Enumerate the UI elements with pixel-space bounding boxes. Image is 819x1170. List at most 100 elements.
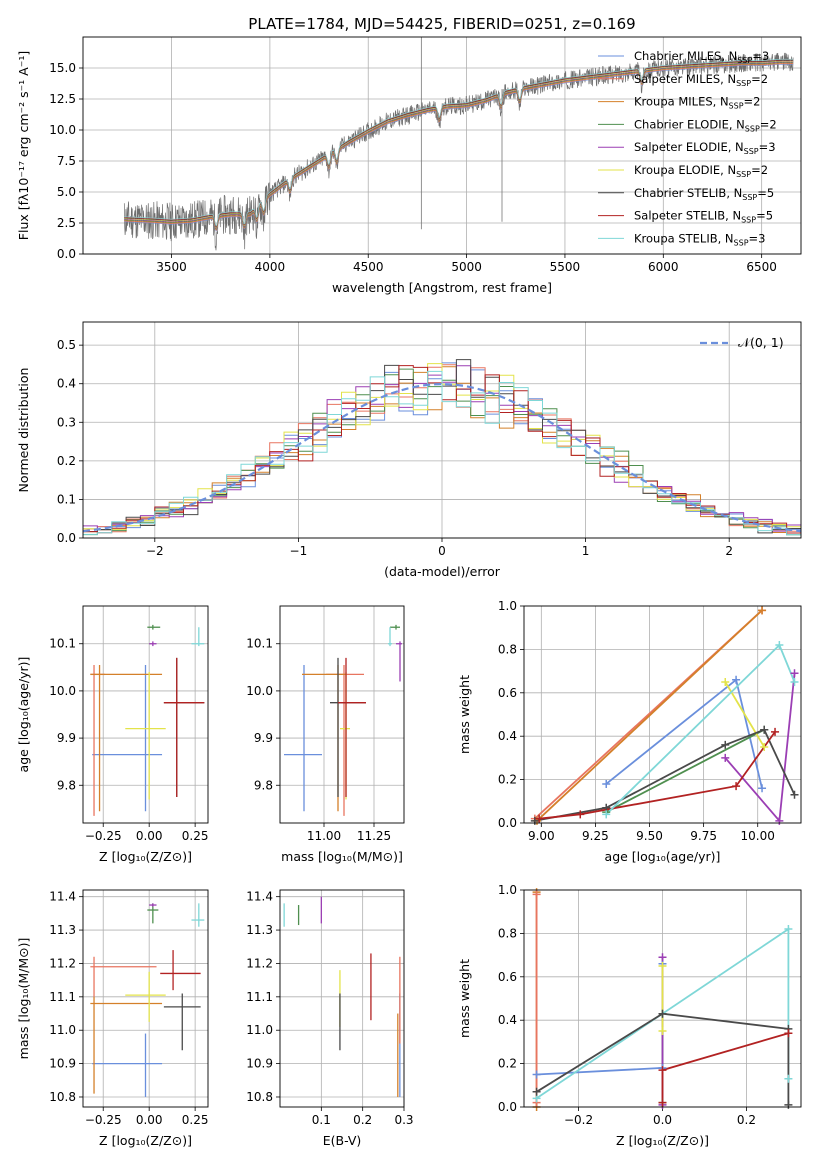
mass-vs-ebv-ytick-label: 10.9 <box>246 1057 273 1071</box>
mass-vs-ebv-xtick-label: 0.3 <box>394 1113 413 1127</box>
legend-label-text: Chabrier STELIB, N <box>634 186 742 200</box>
legend-label-sub: SSP <box>729 102 744 111</box>
weight-vs-age-marker-7 <box>576 810 585 819</box>
mass-vs-z-ytick-label: 11.3 <box>49 923 76 937</box>
residuals-xtick-label: 2 <box>725 544 733 558</box>
spectrum-xtick-label: 5500 <box>550 260 581 274</box>
age-vs-mass-ytick-label: 10.0 <box>246 684 273 698</box>
weight-vs-age-marker-4 <box>721 753 730 762</box>
weight-vs-age-frame <box>523 605 802 824</box>
legend-label-sub: SSP <box>744 147 759 156</box>
weight-vs-z-marker-5 <box>658 1027 667 1036</box>
weight-vs-z-marker-5 <box>658 961 667 970</box>
weight-vs-z-marker-8 <box>658 1098 667 1107</box>
weight-vs-z-marker-6 <box>784 1074 793 1083</box>
mass-vs-ebv-xtick-label: 0.2 <box>353 1113 372 1127</box>
spectrum-ytick-label: 12.5 <box>49 92 76 106</box>
weight-vs-age-series-3 <box>605 728 765 813</box>
mass-vs-z-xtick-label: 0.00 <box>136 1113 163 1127</box>
mass-vs-z-ytick-label: 11.4 <box>49 890 76 904</box>
weight-vs-z-xtick-label: 0.2 <box>737 1113 756 1127</box>
weight-vs-age-marker-5 <box>721 677 730 686</box>
mass-vs-z-frame <box>82 889 209 1108</box>
weight-vs-age-xtick-label: 9.25 <box>582 829 609 843</box>
weight-vs-z-marker-8 <box>658 1066 667 1075</box>
spectrum-ytick-label: 10.0 <box>49 123 76 137</box>
residuals-xtick-label: 1 <box>582 544 590 558</box>
weight-vs-age-marker-1 <box>758 606 767 615</box>
mass-vs-z-ytick-label: 11.0 <box>49 1023 76 1037</box>
residuals-ytick-label: 0.0 <box>57 531 76 545</box>
age-vs-z-panel: −0.25 0.00 0.25 9.8 9.9 10.0 10.1 Z [log₁₀(Z/Z⊙… <box>16 605 209 864</box>
weight-vs-age-ylabel: mass weight <box>457 675 472 754</box>
age-vs-mass-xlabel: mass [log₁₀(M/M⊙)] <box>281 849 403 864</box>
age-vs-mass-xtick-label: 11.00 <box>307 829 341 843</box>
age-vs-z-frame <box>82 605 209 824</box>
legend-label-suffix: =2 <box>751 72 768 86</box>
spectrum-title: PLATE=1784, MJD=54425, FIBERID=0251, z=0… <box>248 15 635 33</box>
model-line-0 <box>124 63 794 232</box>
weight-vs-z-ytick-label: 0.6 <box>498 970 517 984</box>
mass-vs-ebv-ytick-label: 11.0 <box>246 1023 273 1037</box>
mass-vs-ebv-ytick-label: 10.8 <box>246 1090 273 1104</box>
model-line-8 <box>124 58 794 227</box>
legend-label-suffix: =2 <box>760 117 777 131</box>
spectrum-xtick-label: 4000 <box>255 260 286 274</box>
weight-vs-z-series-7 <box>536 1012 790 1105</box>
age-vs-z-xlabel: Z [log₁₀(Z/Z⊙)] <box>99 849 192 864</box>
weight-vs-age-series-7 <box>539 731 776 820</box>
weight-vs-age-marker-5 <box>760 743 769 752</box>
weight-vs-age-marker-2 <box>602 779 611 788</box>
legend-label-8: Kroupa STELIB, NSSP=3 <box>634 231 765 247</box>
legend-label-text: Kroupa MILES, N <box>634 95 729 109</box>
spectrum-panel: 3500 4000 4500 5000 5500 6000 6500 0.0 2.5 5.0 7.5… <box>16 36 802 295</box>
legend-label-suffix: =3 <box>759 140 776 154</box>
mass-vs-z-xlabel: Z [log₁₀(Z/Z⊙)] <box>99 1133 192 1148</box>
legend-label-suffix: =5 <box>757 186 774 200</box>
legend-label-text: Kroupa ELODIE, N <box>634 163 736 177</box>
weight-vs-z-panel: −0.2 0.0 0.2 0.0 0.2 0.4 0.6 0.8 1.0 Z [log₁₀(Z/Z… <box>457 883 802 1148</box>
legend-label-text: Chabrier MILES, N <box>634 49 737 63</box>
legend-label-suffix: =3 <box>749 231 766 245</box>
legend-label-sub: SSP <box>742 193 757 202</box>
mass-vs-z-ytick-label: 10.8 <box>49 1090 76 1104</box>
hist-series-5 <box>83 363 801 538</box>
age-vs-mass-panel: 11.00 11.25 9.8 9.9 10.0 10.1 mass [log₁₀(M/M⊙… <box>246 605 405 864</box>
mass-vs-z-ytick-label: 10.9 <box>49 1057 76 1071</box>
legend-label-sub: SSP <box>745 124 760 133</box>
residuals-ytick-label: 0.1 <box>57 492 76 506</box>
weight-vs-age-marker-2 <box>758 784 767 793</box>
model-line-7 <box>124 59 794 228</box>
weight-vs-age-xtick-label: 9.00 <box>528 829 555 843</box>
mass-vs-z-ytick-label: 11.1 <box>49 990 76 1004</box>
spectrum-ytick-label: 7.5 <box>57 154 76 168</box>
legend-label-sub: SSP <box>737 56 752 65</box>
residuals-ytick-label: 0.3 <box>57 415 76 429</box>
residuals-ytick-label: 0.5 <box>57 338 76 352</box>
spectrum-ytick-label: 2.5 <box>57 216 76 230</box>
legend-label-suffix: =3 <box>752 49 769 63</box>
residuals-ylabel: Normed distribution <box>16 368 31 493</box>
residuals-plot-area <box>83 359 801 538</box>
spectrum-xtick-label: 4500 <box>353 260 384 274</box>
weight-vs-z-marker-7 <box>532 1087 541 1096</box>
weight-vs-z-marker-7 <box>658 1009 667 1018</box>
mass-vs-ebv-ytick-label: 11.4 <box>246 890 273 904</box>
weight-vs-age-panel: 9.00 9.25 9.50 9.75 10.00 0.0 0.2 0.4 0.6 0.8 1.0 a… <box>457 599 802 864</box>
weight-vs-age-marker-4 <box>790 669 799 678</box>
mass-vs-ebv-plot-area <box>283 896 401 1097</box>
weight-vs-z-ytick-label: 1.0 <box>498 883 517 897</box>
age-vs-z-ytick-label: 10.1 <box>49 637 76 651</box>
age-vs-z-xtick-label: 0.25 <box>182 829 209 843</box>
residuals-ytick-label: 0.4 <box>57 377 76 391</box>
weight-vs-age-ytick-label: 0.6 <box>498 686 517 700</box>
legend-label-text: Chabrier ELODIE, N <box>634 117 745 131</box>
weight-vs-z-marker-8 <box>784 1029 793 1038</box>
model-line-5 <box>124 60 794 229</box>
weight-vs-age-ytick-label: 0.2 <box>498 773 517 787</box>
mass-vs-ebv-xlabel: E(B-V) <box>323 1133 362 1148</box>
weight-vs-z-marker-1 <box>532 890 541 899</box>
legend-label-text: Kroupa STELIB, N <box>634 231 734 245</box>
mass-vs-z-ylabel: mass [log₁₀(M/M⊙)] <box>16 938 31 1060</box>
